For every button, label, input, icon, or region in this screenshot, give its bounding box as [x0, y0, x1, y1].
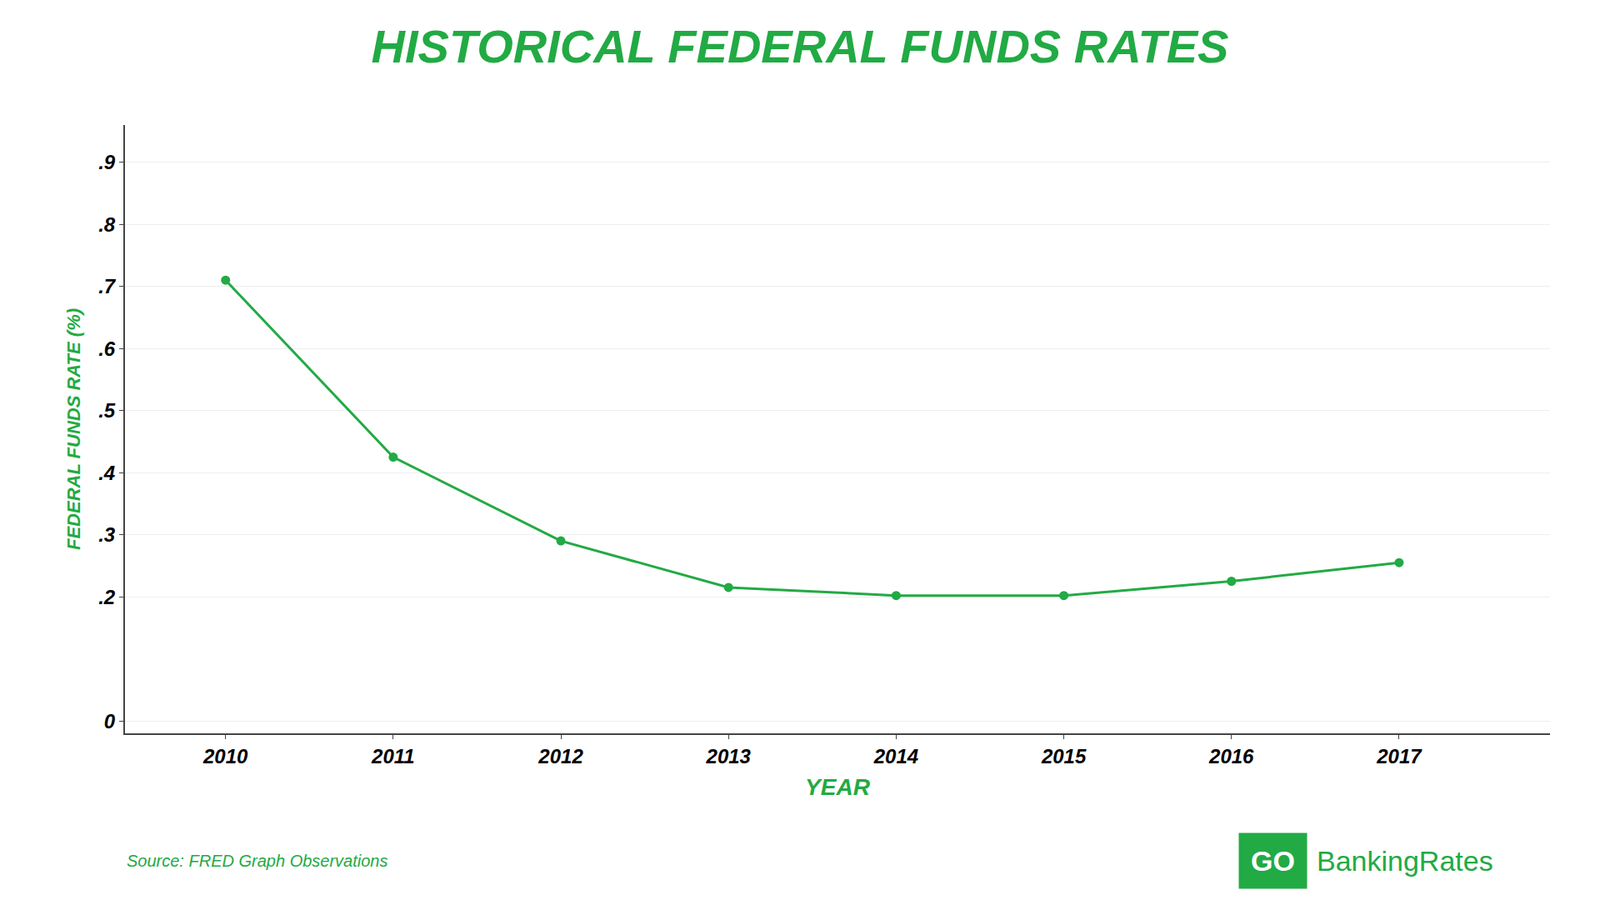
svg-text:.4: .4	[98, 461, 115, 485]
svg-text:FEDERAL FUNDS RATE (%): FEDERAL FUNDS RATE (%)	[63, 308, 85, 550]
svg-text:0: 0	[104, 710, 116, 733]
svg-text:2010: 2010	[202, 745, 249, 768]
svg-text:2015: 2015	[1040, 745, 1087, 768]
svg-text:.5: .5	[98, 399, 116, 422]
svg-text:.9: .9	[98, 150, 116, 174]
svg-text:.6: .6	[98, 337, 116, 360]
svg-text:.8: .8	[98, 213, 116, 236]
svg-text:.2: .2	[98, 585, 116, 609]
svg-text:HISTORICAL FEDERAL FUNDS RATES: HISTORICAL FEDERAL FUNDS RATES	[371, 20, 1230, 73]
svg-text:2012: 2012	[537, 745, 584, 768]
svg-text:GO: GO	[1250, 845, 1295, 877]
svg-text:YEAR: YEAR	[805, 774, 871, 800]
svg-text:2017: 2017	[1375, 745, 1423, 768]
svg-text:BankingRates: BankingRates	[1316, 845, 1494, 877]
svg-text:2013: 2013	[705, 745, 752, 768]
svg-text:2011: 2011	[370, 745, 415, 768]
svg-text:2016: 2016	[1208, 745, 1255, 768]
svg-text:.7: .7	[98, 275, 117, 298]
svg-text:2014: 2014	[873, 745, 919, 768]
svg-text:Source: FRED Graph Observation: Source: FRED Graph Observations	[126, 851, 388, 870]
svg-text:.3: .3	[98, 523, 116, 546]
